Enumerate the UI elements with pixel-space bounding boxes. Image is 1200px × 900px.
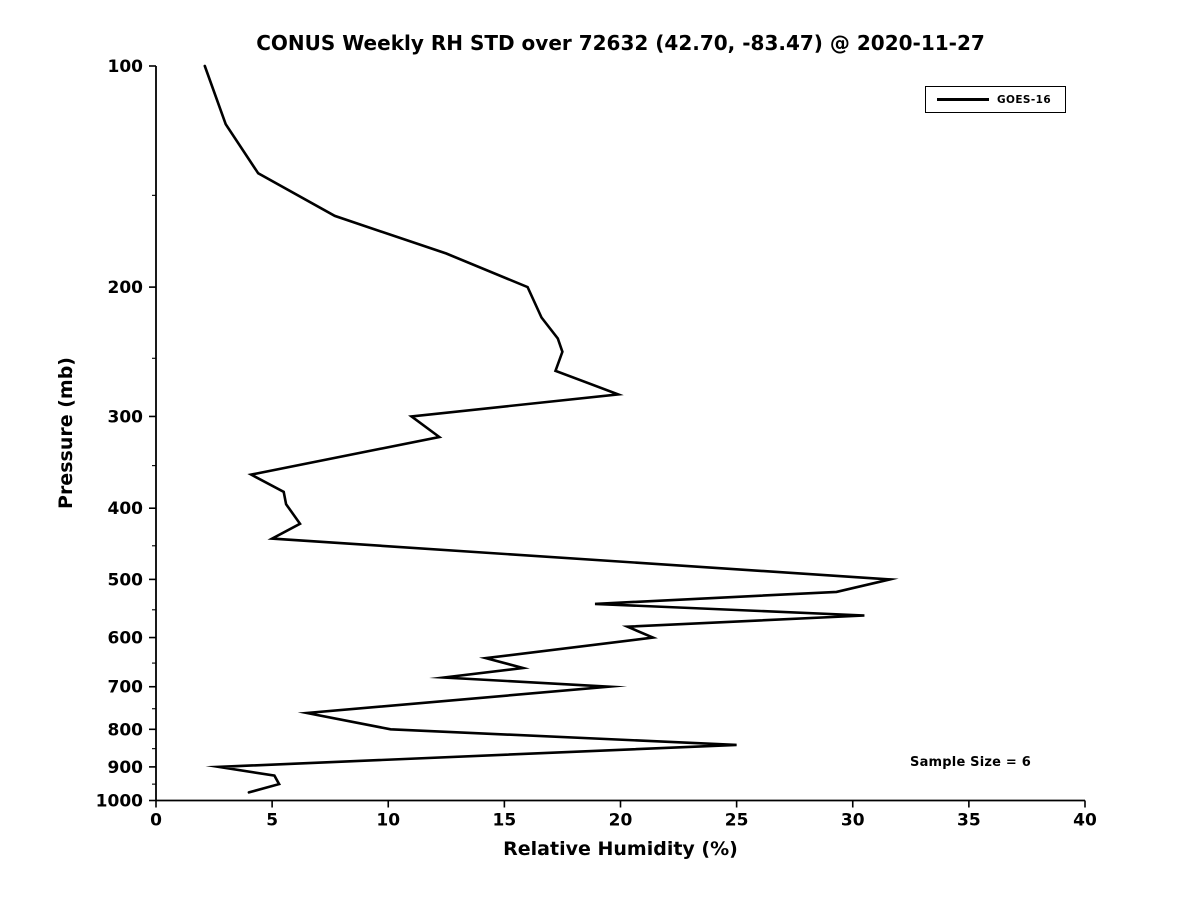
sample-size-annotation: Sample Size = 6 xyxy=(910,755,1031,770)
x-tick-label: 30 xyxy=(841,811,865,831)
y-tick-label: 800 xyxy=(108,720,144,740)
y-tick-label: 400 xyxy=(108,499,144,519)
x-tick-label: 35 xyxy=(957,811,981,831)
x-tick-label: 40 xyxy=(1073,811,1097,831)
y-tick-label: 700 xyxy=(108,678,144,698)
legend: GOES-16 xyxy=(925,86,1066,113)
x-tick-label: 20 xyxy=(609,811,633,831)
rh-std-line xyxy=(203,64,899,794)
x-axis-label: Relative Humidity (%) xyxy=(503,838,738,860)
legend-line-sample xyxy=(937,98,989,101)
y-tick-label: 600 xyxy=(108,629,144,649)
y-axis-label: Pressure (mb) xyxy=(55,357,77,509)
x-tick-label: 10 xyxy=(376,811,400,831)
y-tick-label: 900 xyxy=(108,758,144,778)
y-tick-label: 1000 xyxy=(96,792,143,812)
y-tick-label: 100 xyxy=(108,57,144,77)
x-tick-label: 0 xyxy=(150,811,162,831)
x-tick-label: 25 xyxy=(725,811,749,831)
legend-label: GOES-16 xyxy=(997,93,1052,106)
y-tick-label: 300 xyxy=(108,407,144,427)
y-tick-label: 500 xyxy=(108,570,144,590)
x-tick-label: 15 xyxy=(493,811,517,831)
y-tick-label: 200 xyxy=(108,278,144,298)
chart-title: CONUS Weekly RH STD over 72632 (42.70, -… xyxy=(256,31,985,55)
x-tick-label: 5 xyxy=(266,811,278,831)
